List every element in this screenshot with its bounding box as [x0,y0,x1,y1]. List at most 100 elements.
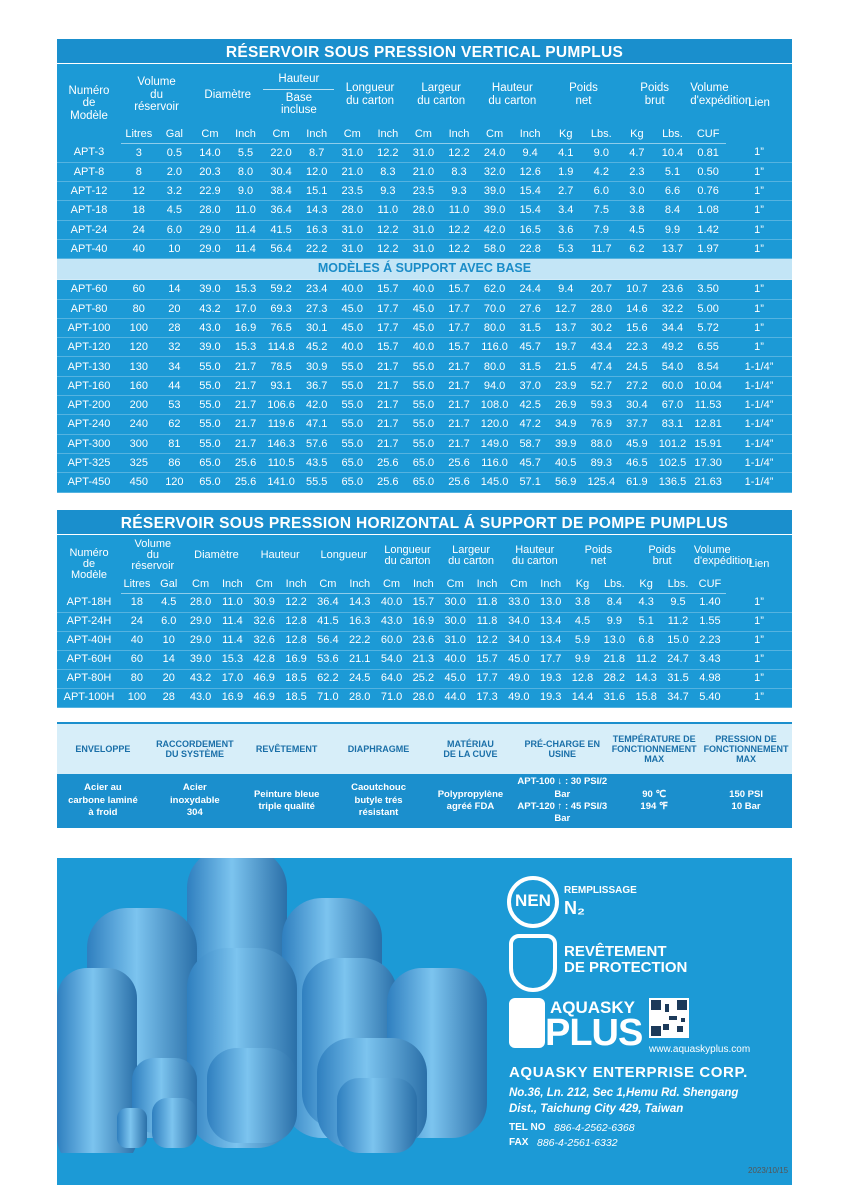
value-cell: 40.0 [334,337,371,358]
value-cell: 20 [156,299,193,319]
value-cell: 80.0 [476,318,513,339]
value-cell: 28.0 [583,299,620,319]
value-cell: 94.0 [476,376,513,397]
value-cell: 24 [121,220,157,240]
value-cell: 106.6 [263,395,299,416]
column-label: Hauteur [260,549,300,561]
value-cell: 60 [121,279,157,300]
value-cell: 11.8 [471,612,503,632]
value-cell: 17.7 [441,299,477,319]
column-header: Volume d'expédition [690,64,751,126]
unit-header: Cm [405,126,442,144]
value-cell: 21.7 [441,395,477,416]
value-cell: 11.0 [441,200,477,221]
value-cell: 1” [726,181,792,202]
value-cell: 22.2 [298,239,335,260]
unit-header: Lbs. [654,126,691,144]
value-cell: 80.0 [476,356,513,377]
table-row: APT-130 130 34 55.0 21.7 78.5 30.9 55.0 21.7 55.0… [57,356,792,377]
value-cell: 6.0 [156,220,193,240]
unit-header: Inch [407,576,440,594]
value-cell: 43.0 [192,318,228,339]
fax-label: FAX [509,1137,529,1148]
value-cell: 61.9 [619,472,655,493]
table-row: APT-3 3 0.5 14.0 5.5 22.0 8.7 31.0 12.2 31.0 12.2 2… [57,143,792,163]
value-cell: 9.0 [227,181,264,202]
column-header: Poids brut [630,535,694,576]
table-row: APT-120 120 32 39.0 15.3 114.8 45.2 40.0 15.7 40.… [57,337,792,358]
value-cell: 21.7 [441,356,477,377]
column-header: Hauteur du carton [503,535,567,576]
value-cell: 12.8 [280,631,312,651]
value-cell: 55.0 [334,356,371,377]
table-row: APT-60H 60 14 39.0 15.3 42.8 16.9 53.6 21.1 54.0 2… [57,650,792,670]
value-cell: 39.0 [192,279,228,300]
value-cell: 24.7 [662,650,694,670]
value-cell: 43.2 [192,299,228,319]
value-cell: 119.6 [263,414,299,435]
value-cell: 13.4 [534,631,567,651]
value-cell: 1” [726,162,792,183]
value-cell: 24.4 [512,279,548,300]
value-cell: 10.4 [654,143,691,163]
value-cell: 32.2 [654,299,691,319]
value-cell: 55.0 [405,395,442,416]
value-cell: 160 [121,376,157,397]
value-cell: 7.5 [583,200,620,221]
spec-header: PRESSION DE FONCTIONNEMENT MAX [700,722,792,774]
value-cell: 10 [152,631,185,651]
value-cell: 29.0 [192,239,228,260]
value-cell: 76.9 [583,414,620,435]
section-title: RÉSERVOIR SOUS PRESSION VERTICAL PUMPLUS [57,37,792,64]
value-cell: 21.3 [407,650,440,670]
value-cell: 0.76 [690,181,726,202]
fax: 886-4-2561-6332 [537,1137,618,1149]
unit-header: Kg [619,126,655,144]
column-label: Poids brut [648,543,676,567]
value-cell: 24.5 [619,356,655,377]
value-cell: 200 [121,395,157,416]
model-cell: APT-24H [57,612,121,632]
unit-header: Inch [471,576,503,594]
value-cell: 6.0 [152,612,185,632]
value-cell: 3 [121,143,157,163]
unit-header: Cm [192,126,228,144]
logo-top: AQUASKY [550,998,636,1017]
value-cell: 55.0 [192,395,228,416]
column-header: Hauteur Base incluse [263,64,335,126]
nen-badge [507,876,559,928]
value-cell: 22.3 [619,337,655,358]
model-cell: APT-100 [57,318,121,339]
value-cell: 88.0 [583,434,620,454]
value-cell: 39.0 [192,337,228,358]
column-label: Poids net [584,543,613,567]
table-row: APT-18H 18 4.5 28.0 11.0 30.9 12.2 36.4 14.3 40.0… [57,593,792,613]
unit-header: Inch [343,576,376,594]
value-cell: 62 [156,414,193,435]
column-header: Volume du réservoir [121,535,185,576]
specs-box: ENVELOPPE RACCORDEMENT DU SYSTÈME REVÊTEME… [57,722,792,828]
value-cell: 44.0 [439,688,472,708]
value-cell: 8.3 [441,162,477,183]
column-header: Volume du réservoir [121,64,192,126]
value-cell: 12.0 [298,162,335,183]
value-cell: 8.4 [598,593,631,613]
value-cell: 60.0 [654,376,691,397]
value-cell: 100 [121,318,157,339]
value-cell: 21.63 [690,472,726,493]
column-header: Numéro de Modèle [68,84,110,122]
value-cell: 5.72 [690,318,726,339]
value-cell: 37.7 [619,414,655,435]
value-cell: 71.0 [375,688,408,708]
spec-header: ENVELOPPE [57,722,149,774]
horizontal-table: Numéro de Modèle Volume du réservoir Diamè… [57,535,792,708]
value-cell: 125.4 [583,472,620,493]
value-cell: 14 [152,650,185,670]
value-cell: 11.0 [216,593,249,613]
unit-header: Lbs. [583,126,620,144]
value-cell: 31.5 [512,356,548,377]
unit-header: Cm [263,126,299,144]
model-cell: APT-240 [57,414,121,435]
unit-header: Inch [534,576,567,594]
